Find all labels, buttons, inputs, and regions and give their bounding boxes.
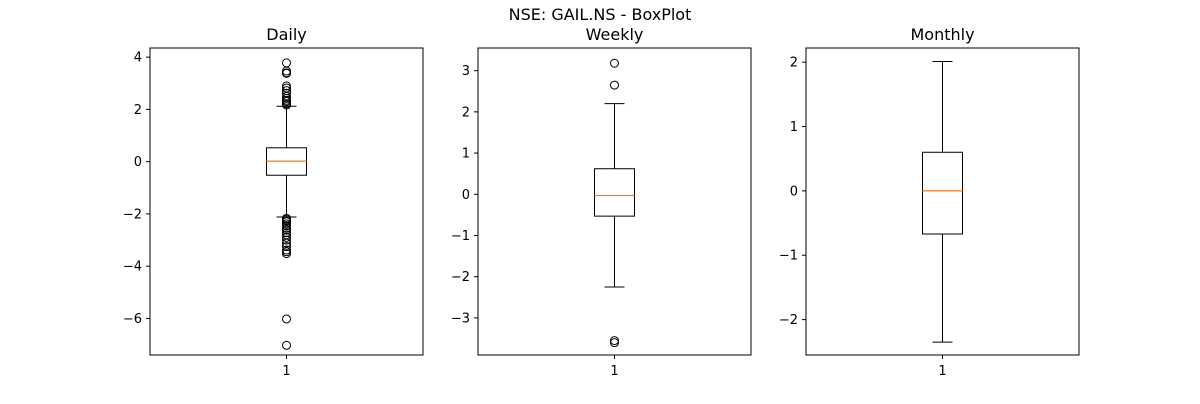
panel-monthly-ytick-label: 0 — [790, 184, 798, 199]
panel-daily-title: Daily — [266, 25, 306, 44]
panel-daily-outlier — [282, 340, 291, 350]
panel-daily-outlier — [282, 58, 291, 68]
figure-suptitle: NSE: GAIL.NS - BoxPlot — [508, 5, 692, 24]
panel-weekly-ytick-label: 0 — [462, 188, 470, 203]
panel-weekly-axes-frame — [477, 47, 752, 356]
panel-daily-ytick-label: 0 — [134, 155, 142, 170]
panel-daily-outlier — [282, 235, 291, 245]
panel-daily-outlier — [282, 221, 291, 231]
panel-daily-xtick-label: 1 — [282, 364, 290, 379]
panel-daily-outlier — [282, 249, 291, 259]
panel-weekly-xtick-label: 1 — [610, 364, 618, 379]
panel-monthly-ytick-label: −2 — [779, 313, 798, 328]
panel-weekly-outlier — [610, 338, 619, 348]
panel-monthly-ytick-label: 1 — [790, 120, 798, 135]
panel-weekly-ytick-label: −1 — [451, 229, 470, 244]
panel-weekly-outlier — [610, 58, 619, 68]
panel-weekly-ytick-label: −3 — [451, 311, 470, 326]
panel-weekly-ytick-label: 3 — [462, 64, 470, 79]
panel-weekly-ytick-label: −2 — [451, 270, 470, 285]
panel-daily-ytick-label: −2 — [123, 207, 142, 222]
panel-daily-outlier — [282, 314, 291, 324]
panel-daily-outlier — [282, 242, 291, 252]
panel-weekly-outlier — [610, 336, 619, 346]
panel-daily-outlier — [282, 100, 291, 110]
panel-daily-ytick-label: 2 — [134, 103, 142, 118]
panel-daily-outlier — [282, 232, 291, 242]
panel-monthly-ytick-label: −1 — [779, 249, 798, 264]
panel-daily-outlier — [282, 81, 291, 91]
panel-daily-ytick-label: −6 — [123, 312, 142, 327]
panel-daily-outlier — [282, 68, 291, 78]
panel-monthly-box — [922, 151, 963, 235]
panel-weekly-outlier — [610, 80, 619, 90]
panel-weekly-title: Weekly — [586, 25, 644, 44]
panel-daily-outlier — [282, 238, 291, 248]
panel-daily-ytick-label: −4 — [123, 260, 142, 275]
panel-monthly-xtick-label: 1 — [938, 364, 946, 379]
panel-daily-outlier — [282, 91, 291, 101]
panel-weekly-box — [594, 168, 635, 217]
panel-daily-outlier — [282, 225, 291, 235]
panel-weekly-ytick-label: 2 — [462, 105, 470, 120]
panel-monthly-ytick-label: 2 — [790, 56, 798, 71]
panel-monthly-title: Monthly — [910, 25, 974, 44]
panel-daily-outlier — [282, 97, 291, 107]
panel-weekly-ytick-label: 1 — [462, 147, 470, 162]
panel-daily-outlier — [282, 228, 291, 238]
panel-daily-ytick-label: 4 — [134, 51, 142, 66]
panel-daily-outlier — [282, 247, 291, 257]
